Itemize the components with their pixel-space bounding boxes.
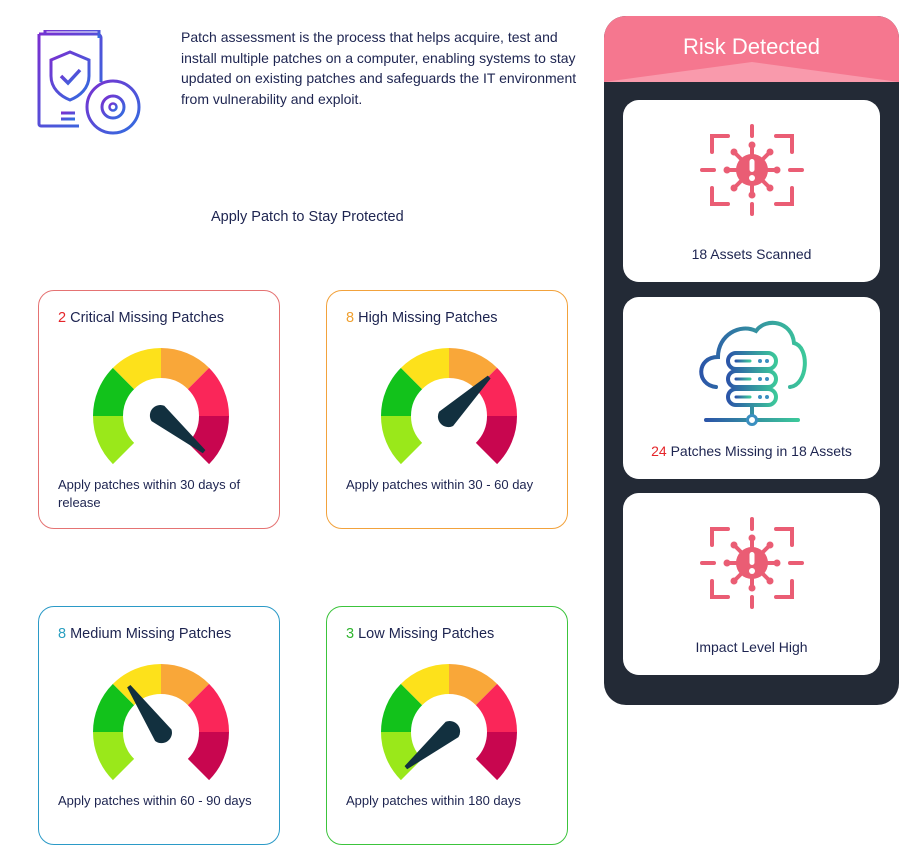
- needle-shape: [404, 721, 461, 770]
- section-subtitle: Apply Patch to Stay Protected: [211, 209, 404, 225]
- gauge-segment: [381, 732, 423, 781]
- gauge-segment: [187, 732, 229, 781]
- patches-missing-card: 24 Patches Missing in 18 Assets: [623, 297, 880, 479]
- card-description: Apply patches within 180 days: [346, 793, 521, 808]
- card-title: 8 High Missing Patches: [346, 310, 498, 326]
- impact-level-label: Impact Level High: [695, 639, 808, 655]
- card-count: 8: [58, 626, 67, 642]
- severity-gauge: [381, 664, 517, 781]
- gauge-segment: [187, 683, 229, 732]
- card-label: Medium Missing Patches: [66, 626, 232, 642]
- card-title: 3 Low Missing Patches: [346, 626, 494, 642]
- gauge-needle: [127, 685, 172, 744]
- gauge-segment: [161, 664, 210, 706]
- gauge-segment: [400, 664, 449, 706]
- card-label: Critical Missing Patches: [66, 310, 225, 326]
- card-count: 3: [346, 626, 355, 642]
- gauge-segment: [112, 664, 161, 706]
- gauge-segment: [93, 683, 135, 732]
- header-ribbon-decoration: [604, 62, 899, 82]
- gauge-segment: [381, 367, 423, 416]
- card-label: High Missing Patches: [354, 310, 498, 326]
- gauge-segment: [187, 416, 229, 465]
- gauge-segment: [475, 732, 517, 781]
- card-description: Apply patches within 30 days of release: [58, 477, 241, 510]
- gauge-needle: [404, 721, 461, 770]
- card-description: Apply patches within 60 - 90 days: [58, 793, 252, 808]
- card-count: 2: [58, 310, 67, 326]
- needle-shape: [149, 405, 206, 454]
- gauge-segment: [112, 348, 161, 390]
- critical-patches-card: 2 Critical Missing Patches Apply patches…: [38, 290, 280, 529]
- gauge-segment: [400, 348, 449, 390]
- assets-scanned-label: 18 Assets Scanned: [691, 246, 812, 262]
- gauge-needle: [149, 405, 206, 454]
- shield-document-disc-icon: [37, 30, 141, 135]
- needle-shape: [437, 375, 491, 428]
- card-description: Apply patches within 30 - 60 day: [346, 477, 534, 492]
- severity-gauge: [93, 348, 229, 465]
- virus-alert-icon: [699, 124, 804, 216]
- gauge-segment: [475, 683, 517, 732]
- card-count: 8: [346, 310, 355, 326]
- risk-panel-title: Risk Detected: [683, 34, 820, 59]
- card-title: 2 Critical Missing Patches: [58, 310, 224, 326]
- patches-missing-count: 24: [651, 443, 667, 459]
- patches-missing-text: Patches Missing in 18 Assets: [666, 443, 852, 459]
- needle-shape: [127, 685, 172, 744]
- gauge-segment: [381, 683, 423, 732]
- medium-patches-card: 8 Medium Missing Patches Apply patches w…: [38, 606, 280, 845]
- assets-scanned-card: 18 Assets Scanned: [623, 100, 880, 282]
- severity-gauge: [381, 348, 517, 465]
- virus-alert-icon: [699, 517, 804, 609]
- card-label: Low Missing Patches: [354, 626, 495, 642]
- gauge-segment: [381, 416, 423, 465]
- gauge-needle: [437, 375, 491, 428]
- cloud-server-icon: [698, 321, 807, 426]
- severity-gauge: [93, 664, 229, 781]
- impact-level-card: Impact Level High: [623, 493, 880, 675]
- risk-panel: Risk Detected 18 Assets Scanned 24 Patch…: [604, 16, 899, 705]
- gauge-segment: [93, 732, 135, 781]
- card-title: 8 Medium Missing Patches: [58, 626, 231, 642]
- gauge-segment: [187, 367, 229, 416]
- risk-panel-header: Risk Detected: [604, 16, 899, 82]
- intro-text: Patch assessment is the process that hel…: [181, 29, 577, 107]
- gauge-segment: [93, 367, 135, 416]
- gauge-segment: [93, 416, 135, 465]
- gauge-segment: [449, 664, 498, 706]
- gauge-segment: [161, 348, 210, 390]
- high-patches-card: 8 High Missing Patches Apply patches wit…: [326, 290, 568, 529]
- low-patches-card: 3 Low Missing Patches Apply patches with…: [326, 606, 568, 845]
- patches-missing-label: 24 Patches Missing in 18 Assets: [623, 443, 880, 459]
- gauge-segment: [475, 416, 517, 465]
